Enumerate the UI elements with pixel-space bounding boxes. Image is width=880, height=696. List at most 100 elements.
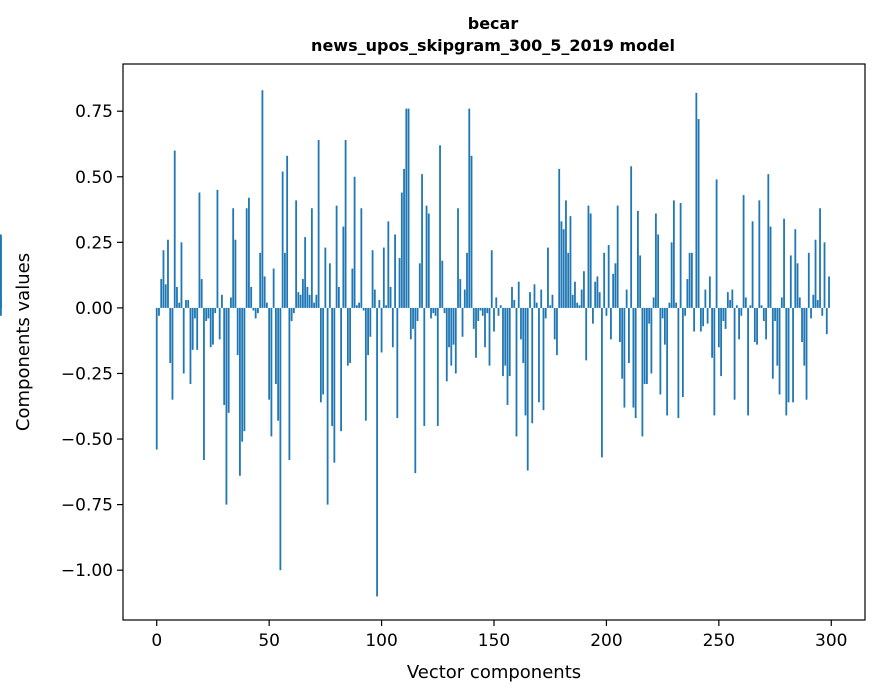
bar	[796, 263, 799, 308]
bar	[299, 294, 302, 308]
bar	[376, 307, 378, 597]
bar	[328, 263, 331, 308]
bar	[717, 307, 720, 348]
bar	[461, 307, 464, 337]
bar	[778, 307, 781, 395]
bar	[726, 292, 729, 308]
bar	[654, 213, 657, 308]
bar	[362, 307, 365, 311]
bar	[335, 205, 338, 308]
bar	[400, 192, 403, 308]
bar	[724, 307, 727, 329]
bar	[544, 307, 547, 319]
bar	[407, 108, 410, 308]
bar	[787, 307, 790, 403]
bar	[261, 90, 264, 308]
bar	[688, 252, 691, 308]
bar	[547, 247, 549, 308]
bar	[254, 307, 257, 319]
bar	[373, 289, 376, 308]
bar	[405, 108, 408, 308]
chart-title: becar	[468, 14, 519, 33]
bar	[643, 307, 646, 384]
bar	[789, 255, 792, 308]
bar	[337, 286, 340, 308]
bar	[194, 307, 196, 319]
bar	[650, 307, 653, 374]
bar	[524, 307, 527, 416]
bar	[295, 200, 298, 308]
bar	[346, 307, 349, 366]
bar	[292, 307, 295, 314]
bar	[441, 260, 444, 308]
bar	[277, 307, 280, 421]
bar	[702, 307, 705, 327]
bar	[812, 294, 815, 308]
bar	[715, 179, 718, 308]
bar	[340, 307, 342, 432]
bar	[612, 273, 615, 308]
bar	[807, 252, 810, 308]
bar	[767, 174, 770, 308]
bar	[819, 208, 821, 308]
bar	[672, 200, 675, 308]
bar	[540, 289, 543, 308]
bar	[214, 307, 217, 314]
bar	[412, 307, 414, 329]
bar	[333, 307, 336, 463]
bar	[230, 297, 232, 308]
bar	[160, 279, 163, 308]
bar	[394, 234, 396, 308]
bar	[706, 307, 709, 324]
bar	[704, 289, 707, 308]
y-tick-label: −0.50	[61, 430, 113, 450]
bar	[596, 276, 599, 308]
bar	[816, 300, 819, 308]
bar	[708, 276, 711, 308]
bar	[416, 307, 419, 322]
bar	[344, 140, 347, 308]
bar	[241, 307, 244, 442]
bar	[421, 174, 423, 308]
bar	[578, 305, 581, 308]
bar	[551, 294, 554, 308]
bar	[385, 305, 387, 308]
bar	[526, 307, 529, 471]
bar	[279, 307, 282, 571]
bar	[164, 284, 167, 308]
bar	[592, 307, 594, 324]
bar	[668, 302, 671, 308]
bars-group	[0, 90, 830, 597]
bar	[266, 302, 268, 308]
bar	[531, 307, 534, 424]
bar	[466, 252, 468, 308]
bar	[571, 294, 574, 308]
bar	[801, 307, 803, 342]
bar	[733, 307, 736, 400]
x-tick-label: 250	[703, 631, 735, 651]
bar	[308, 294, 311, 308]
bar	[436, 307, 439, 426]
x-tick-label: 0	[151, 631, 162, 651]
bar	[225, 307, 228, 505]
x-tick-label: 150	[478, 631, 510, 651]
bar	[472, 307, 475, 329]
bar	[479, 307, 482, 311]
bar	[747, 307, 749, 416]
y-tick-label: 0.75	[75, 102, 113, 122]
bar	[639, 255, 642, 308]
bar	[646, 307, 648, 384]
bar	[227, 307, 230, 413]
bar	[760, 305, 763, 308]
x-axis-ticks: 0 50 100 150 200 250 300	[151, 620, 847, 651]
bar	[454, 307, 457, 374]
bar	[511, 286, 513, 308]
bar	[223, 307, 226, 405]
bar	[331, 307, 334, 426]
bar	[342, 226, 345, 308]
bar	[409, 307, 412, 340]
bar	[169, 307, 172, 363]
bar	[198, 192, 201, 308]
bar	[268, 307, 271, 400]
